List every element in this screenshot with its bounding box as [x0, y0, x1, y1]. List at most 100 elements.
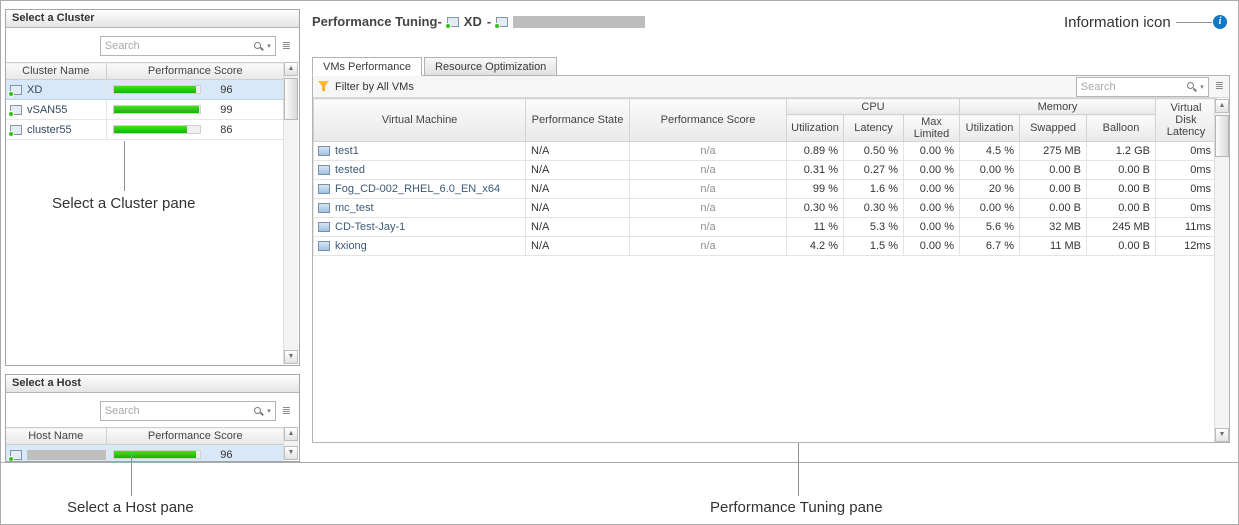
cpu-utilization-cell: 11 % — [786, 217, 844, 237]
scrollbar-thumb[interactable] — [1215, 115, 1229, 157]
cluster-scrollbar[interactable]: ▲ ▼ — [283, 62, 298, 364]
cluster-pane-title: Select a Cluster — [6, 10, 299, 28]
vm-name-link[interactable]: test1 — [335, 145, 359, 158]
list-customizer-icon[interactable]: ≣ — [281, 404, 291, 417]
list-row[interactable]: cluster55 86 — [6, 119, 284, 140]
performance-score-bar — [112, 125, 201, 135]
cluster-search-box[interactable]: ▾ — [99, 36, 276, 56]
vm-name-link[interactable]: kxiong — [335, 240, 367, 253]
vm-name-link[interactable]: Fog_CD-002_RHEL_6.0_EN_x64 — [335, 183, 501, 196]
host-search-box[interactable]: ▾ — [99, 401, 276, 421]
host-toolbar: ▾ ≣ — [6, 393, 299, 427]
vm-table-row[interactable]: CD-Test-Jay-1 N/A n/a 11 % 5.3 % 0.00 % 5.6 % 3… — [313, 217, 1217, 237]
search-icon[interactable] — [253, 41, 264, 52]
vm-name-link[interactable]: CD-Test-Jay-1 — [335, 221, 406, 234]
scroll-down-icon[interactable]: ▼ — [1215, 428, 1229, 442]
performance-score-cell: n/a — [629, 179, 787, 199]
column-header-memory-utilization[interactable]: Utilization — [959, 114, 1020, 142]
vm-name-link[interactable]: mc_test — [335, 202, 374, 215]
information-icon[interactable]: i — [1213, 15, 1227, 29]
tab-resource-optimization[interactable]: Resource Optimization — [424, 57, 558, 76]
cpu-max-limited-cell: 0.00 % — [903, 198, 960, 218]
cluster-table: Cluster Name Performance Score XD 96 vSAN5… — [6, 62, 284, 140]
column-header-performance-score[interactable]: Performance Score — [105, 427, 284, 445]
host-table-header: Host Name Performance Score — [6, 427, 284, 445]
scroll-up-icon[interactable]: ▲ — [1215, 99, 1229, 113]
column-header-virtual-disk-latency[interactable]: Virtual Disk Latency — [1155, 98, 1217, 142]
vm-search-input[interactable] — [1080, 80, 1184, 93]
name-label: cluster55 — [27, 123, 72, 136]
tab-vms-performance[interactable]: VMs Performance — [312, 57, 423, 76]
search-icon[interactable] — [1186, 81, 1197, 92]
column-header-memory-swapped[interactable]: Swapped — [1019, 114, 1087, 142]
host-scrollbar[interactable]: ▲ ▼ — [283, 427, 298, 460]
vm-table-row[interactable]: kxiong N/A n/a 4.2 % 1.5 % 0.00 % 6.7 % 11 MB 0.… — [313, 236, 1217, 256]
status-dot-icon — [8, 90, 14, 97]
performance-score-bar-fill — [113, 126, 188, 134]
vm-table-scrollbar[interactable]: ▲ ▼ — [1214, 99, 1229, 442]
scroll-up-icon[interactable]: ▲ — [284, 62, 298, 76]
performance-score-value: 96 — [220, 83, 233, 96]
performance-score-value: 86 — [220, 123, 233, 136]
column-header-cpu-max-limited[interactable]: Max Limited — [903, 114, 960, 142]
host-table: Host Name Performance Score 96 — [6, 427, 284, 461]
vm-performance-table: Virtual Machine Performance State Perfor… — [313, 98, 1217, 256]
cpu-max-limited-cell: 0.00 % — [903, 160, 960, 180]
scroll-up-icon[interactable]: ▲ — [284, 427, 298, 441]
cluster-host-icon — [8, 84, 22, 97]
search-options-caret-icon[interactable]: ▾ — [1200, 83, 1204, 91]
list-row[interactable]: XD 96 — [6, 79, 284, 100]
cluster-icon — [444, 16, 459, 29]
performance-score-bar-fill — [113, 86, 197, 94]
search-options-caret-icon[interactable]: ▾ — [267, 43, 271, 50]
annotation-line-tuning — [798, 443, 799, 496]
column-header-performance-score[interactable]: Performance Score — [629, 98, 787, 142]
list-row[interactable]: 96 — [6, 444, 284, 461]
scroll-down-icon[interactable]: ▼ — [284, 350, 298, 364]
vm-table-row[interactable]: Fog_CD-002_RHEL_6.0_EN_x64 N/A n/a 99 % 1.6 … — [313, 179, 1217, 199]
performance-score-cell: 99 — [105, 99, 284, 120]
cluster-host-icon — [8, 124, 22, 137]
column-header-cpu-utilization[interactable]: Utilization — [786, 114, 844, 142]
select-host-pane: Select a Host ▾ ≣ Host Name — [5, 374, 300, 462]
cpu-latency-cell: 1.6 % — [843, 179, 904, 199]
left-column: Select a Cluster ▾ ≣ Cluster Name — [1, 1, 304, 462]
annotation-information-icon: Information icon — [1064, 14, 1171, 31]
memory-balloon-cell: 1.2 GB — [1086, 141, 1156, 161]
cpu-utilization-cell: 99 % — [786, 179, 844, 199]
vm-table-row[interactable]: mc_test N/A n/a 0.30 % 0.30 % 0.00 % 0.00 % 0.0… — [313, 198, 1217, 218]
search-options-caret-icon[interactable]: ▾ — [267, 408, 271, 415]
vm-search-box[interactable]: ▾ — [1075, 76, 1209, 97]
annotation-line-cluster — [124, 141, 125, 191]
column-header-cluster-name[interactable]: Cluster Name — [6, 62, 106, 80]
performance-score-value: 99 — [220, 103, 233, 116]
name-label: vSAN55 — [27, 103, 68, 116]
column-header-performance-state[interactable]: Performance State — [525, 98, 630, 142]
virtual-disk-latency-cell: 0ms — [1155, 160, 1217, 180]
title-text: Performance Tuning- — [312, 14, 442, 29]
column-header-cpu-latency[interactable]: Latency — [843, 114, 904, 142]
performance-state-cell: N/A — [525, 236, 630, 256]
cluster-search-input[interactable] — [104, 40, 251, 52]
vm-table-row[interactable]: tested N/A n/a 0.31 % 0.27 % 0.00 % 0.00 % 0.00… — [313, 160, 1217, 180]
column-header-host-name[interactable]: Host Name — [6, 427, 106, 445]
filter-funnel-icon[interactable] — [318, 81, 329, 92]
list-customizer-icon[interactable]: ≣ — [281, 39, 291, 52]
host-search-input[interactable] — [104, 405, 251, 417]
column-header-memory-balloon[interactable]: Balloon — [1086, 114, 1156, 142]
vm-name-link[interactable]: tested — [335, 164, 365, 177]
tab-bar: VMs Performance Resource Optimization — [312, 55, 1230, 76]
table-customizer-icon[interactable]: ≣ — [1214, 80, 1224, 92]
cluster-toolbar: ▾ ≣ — [6, 28, 299, 62]
scroll-down-icon[interactable]: ▼ — [284, 446, 298, 460]
performance-score-value: 96 — [220, 448, 233, 461]
column-header-performance-score[interactable]: Performance Score — [105, 62, 284, 80]
memory-utilization-cell: 4.5 % — [959, 141, 1020, 161]
search-icon[interactable] — [253, 406, 264, 417]
cpu-latency-cell: 5.3 % — [843, 217, 904, 237]
vm-table-row[interactable]: test1 N/A n/a 0.89 % 0.50 % 0.00 % 4.5 % 275 MB… — [313, 141, 1217, 161]
scrollbar-thumb[interactable] — [284, 78, 298, 120]
cpu-utilization-cell: 0.89 % — [786, 141, 844, 161]
column-header-virtual-machine[interactable]: Virtual Machine — [313, 98, 526, 142]
list-row[interactable]: vSAN55 99 — [6, 99, 284, 120]
